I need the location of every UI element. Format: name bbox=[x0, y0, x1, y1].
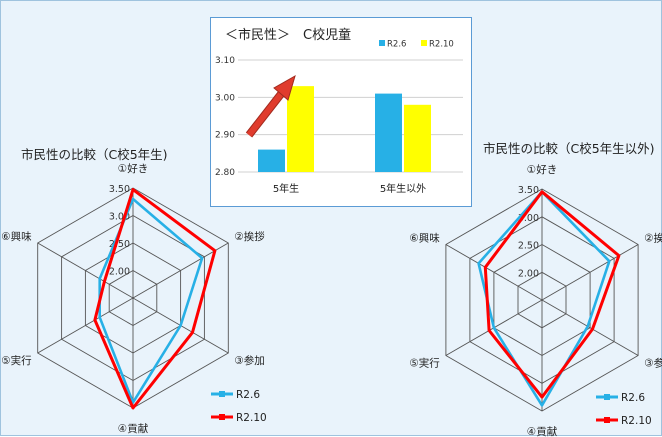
legend-label: R2.10 bbox=[236, 412, 267, 424]
arrow-shaft bbox=[246, 92, 284, 137]
legend-marker bbox=[604, 417, 610, 423]
radar-ring-label: 2.50 bbox=[518, 241, 539, 252]
y-tick-label: 3.10 bbox=[215, 56, 235, 66]
radar-ring-label: 3.50 bbox=[518, 185, 539, 196]
bar-chart-title: ＜市民性＞ C校児童 bbox=[225, 27, 351, 43]
legend-label: R2.6 bbox=[236, 389, 260, 401]
legend-marker bbox=[219, 414, 225, 420]
legend-marker bbox=[604, 394, 610, 400]
radar-series-R2-10 bbox=[93, 188, 217, 410]
bar-chart: ＜市民性＞ C校児童 2.80 2.90 3.00 3.10 5年生 5年生以外 R2.6 R… bbox=[215, 27, 463, 195]
radar-axis-label: ①好き bbox=[118, 163, 148, 175]
bar-R2-10 bbox=[404, 104, 431, 172]
radar-axis-label: ⑥興味 bbox=[409, 233, 440, 245]
bar-R2-10 bbox=[287, 86, 314, 172]
legend-swatch bbox=[379, 40, 385, 46]
legend-label: R2.10 bbox=[429, 40, 454, 50]
radar-spoke bbox=[541, 244, 639, 301]
radar-axis-label: ③参加 bbox=[234, 354, 264, 367]
radar-title: 市民性の比較（C校5年生) bbox=[21, 147, 168, 162]
radar-axis-label: ⑤実行 bbox=[409, 357, 440, 370]
radar-axis-label: ①好き bbox=[527, 164, 557, 176]
legend-label: R2.6 bbox=[621, 392, 645, 404]
radar-series-R2-6 bbox=[98, 197, 204, 404]
radar-axis-label: ②挨拶 bbox=[644, 232, 662, 245]
radar-ring-label: 3.00 bbox=[518, 213, 539, 224]
radar-spoke bbox=[445, 244, 543, 301]
y-tick-label: 2.80 bbox=[215, 168, 235, 178]
x-category-label: 5年生 bbox=[273, 182, 299, 195]
radar-axis-label: ④貢献 bbox=[118, 422, 149, 435]
bar-R2-6 bbox=[375, 93, 402, 172]
y-tick-label: 3.00 bbox=[215, 93, 235, 103]
x-category-label: 5年生以外 bbox=[380, 182, 426, 195]
legend-marker bbox=[219, 391, 225, 397]
radar-ring-label: 3.50 bbox=[109, 184, 130, 195]
y-tick-label: 2.90 bbox=[215, 131, 235, 141]
radar-chart-5th-grade: 市民性の比較（C校5年生) 2.00 2.50 3.00 3.50 ①好き ②挨拶 ③参加 ④… bbox=[1, 147, 267, 435]
bar-chart-panel: ＜市民性＞ C校児童 2.80 2.90 3.00 3.10 5年生 5年生以外 R2.6 R… bbox=[210, 17, 472, 207]
radar-series-R2-6 bbox=[477, 190, 611, 407]
radar-chart-other-grades: 市民性の比較（C校5年生以外) 2.00 2.50 3.00 3.50 ①好き ②挨拶 ③参… bbox=[409, 141, 662, 437]
radar-axis-label: ②挨拶 bbox=[234, 230, 265, 243]
radar-spoke bbox=[541, 299, 639, 356]
bar-R2-6 bbox=[258, 149, 285, 172]
radar-spoke bbox=[132, 242, 229, 299]
radar-title: 市民性の比較（C校5年生以外) bbox=[483, 141, 655, 156]
radar-axis-label: ⑤実行 bbox=[1, 354, 32, 367]
radar-ring-label: 2.00 bbox=[109, 267, 130, 278]
radar-ring-label: 2.00 bbox=[518, 268, 539, 279]
radar-ring-label: 3.00 bbox=[109, 212, 130, 223]
radar-ring-label: 2.50 bbox=[109, 239, 130, 250]
radar-spoke bbox=[37, 242, 134, 299]
legend-label: R2.10 bbox=[621, 415, 652, 427]
radar-axis-label: ⑥興味 bbox=[1, 231, 32, 243]
radar-axis-label: ④貢献 bbox=[527, 425, 558, 437]
radar-spoke bbox=[37, 297, 134, 354]
radar-axis-label: ③参加 bbox=[644, 357, 662, 370]
radar-series-R2-10 bbox=[483, 190, 621, 399]
legend-label: R2.6 bbox=[387, 40, 406, 50]
arrow-head bbox=[273, 74, 296, 101]
legend-swatch bbox=[421, 40, 427, 46]
